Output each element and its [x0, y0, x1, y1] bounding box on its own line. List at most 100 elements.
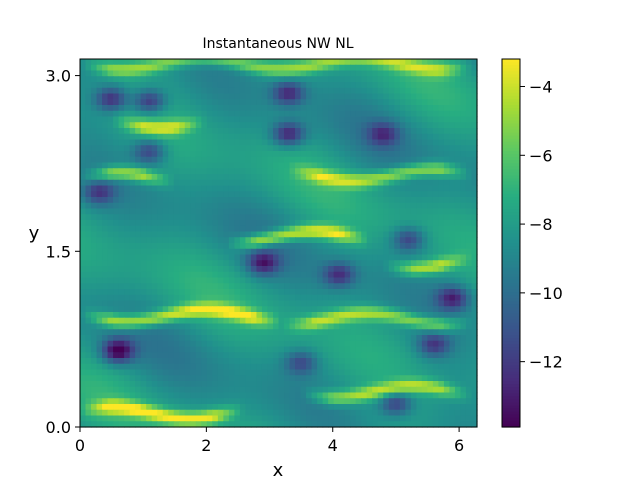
- heatmap-cell: [289, 116, 296, 123]
- plot-frame: [79, 58, 478, 428]
- heatmap-cell: [124, 243, 131, 250]
- heatmap-cell: [102, 266, 109, 273]
- heatmap-cell: [295, 369, 302, 376]
- heatmap-cell: [206, 375, 213, 382]
- heatmap-cell: [135, 369, 142, 376]
- heatmap-cell: [195, 289, 202, 296]
- heatmap-cell: [311, 191, 318, 198]
- heatmap-cell: [168, 386, 175, 394]
- heatmap-cell: [151, 277, 158, 284]
- heatmap-cell: [228, 162, 235, 169]
- heatmap-cell: [394, 105, 401, 112]
- heatmap-cell: [449, 415, 456, 422]
- heatmap-cell: [443, 398, 451, 405]
- colorbar-segment: [502, 166, 520, 170]
- heatmap-cell: [245, 248, 252, 256]
- heatmap-cell: [234, 116, 241, 123]
- heatmap-cell: [449, 99, 456, 106]
- heatmap-cell: [366, 329, 373, 336]
- heatmap-cell: [261, 363, 269, 371]
- heatmap-cell: [201, 369, 208, 376]
- heatmap-cell: [173, 202, 180, 210]
- heatmap-cell: [300, 346, 307, 353]
- heatmap-cell: [151, 329, 158, 336]
- heatmap-cell: [438, 70, 445, 77]
- heatmap-cell: [239, 409, 247, 417]
- heatmap-cell: [443, 99, 451, 106]
- heatmap-cell: [234, 139, 241, 146]
- heatmap-cell: [217, 220, 224, 227]
- heatmap-cell: [284, 404, 291, 411]
- heatmap-cell: [201, 220, 208, 227]
- heatmap-cell: [333, 409, 340, 417]
- heatmap-cell: [427, 191, 434, 198]
- heatmap-cell: [366, 128, 373, 135]
- heatmap-cell: [333, 162, 340, 169]
- heatmap-cell: [377, 398, 384, 405]
- heatmap-cell: [217, 375, 224, 382]
- heatmap-cell: [394, 174, 401, 181]
- heatmap-cell: [405, 191, 412, 198]
- heatmap-cell: [300, 214, 307, 221]
- heatmap-cell: [405, 151, 412, 158]
- heatmap-cell: [201, 386, 208, 394]
- heatmap-cell: [261, 329, 269, 336]
- heatmap-cell: [432, 363, 439, 371]
- heatmap-cell: [195, 237, 202, 244]
- heatmap-cell: [245, 93, 252, 100]
- heatmap-cell: [80, 231, 87, 238]
- heatmap-cell: [471, 168, 478, 175]
- heatmap-cell: [383, 231, 390, 238]
- heatmap-cell: [438, 122, 445, 129]
- heatmap-cell: [179, 214, 186, 221]
- heatmap-cell: [267, 220, 274, 227]
- heatmap-cell: [421, 323, 428, 330]
- heatmap-cell: [454, 225, 462, 233]
- heatmap-cell: [372, 128, 379, 135]
- heatmap-cell: [124, 358, 131, 365]
- heatmap-cell: [135, 294, 142, 302]
- heatmap-cell: [361, 266, 368, 273]
- heatmap-cell: [96, 122, 103, 129]
- heatmap-cell: [146, 214, 153, 221]
- heatmap-cell: [217, 185, 224, 192]
- heatmap-cell: [460, 381, 467, 388]
- heatmap-cell: [284, 248, 291, 256]
- heatmap-cell: [278, 105, 285, 112]
- heatmap-cell: [118, 231, 125, 238]
- heatmap-cell: [239, 197, 247, 204]
- heatmap-cell: [140, 260, 147, 267]
- heatmap-cell: [118, 122, 125, 129]
- heatmap-cell: [416, 363, 423, 371]
- heatmap-cell: [372, 392, 379, 399]
- heatmap-cell: [107, 404, 114, 411]
- heatmap-cell: [471, 82, 478, 89]
- heatmap-cell: [140, 352, 147, 359]
- heatmap-cell: [416, 133, 423, 141]
- heatmap-cell: [256, 70, 263, 77]
- heatmap-cell: [80, 185, 87, 192]
- heatmap-cell: [410, 248, 417, 256]
- heatmap-cell: [168, 145, 175, 152]
- heatmap-cell: [140, 82, 147, 89]
- heatmap-cell: [300, 76, 307, 83]
- colorbar-segment: [502, 273, 520, 278]
- heatmap-cell: [234, 214, 241, 221]
- heatmap-cell: [465, 87, 473, 95]
- heatmap-cell: [234, 202, 241, 210]
- heatmap-cell: [223, 105, 230, 112]
- heatmap-cell: [295, 375, 302, 382]
- heatmap-cell: [460, 260, 467, 267]
- heatmap-cell: [212, 363, 219, 371]
- heatmap-cell: [454, 323, 462, 330]
- heatmap-cell: [129, 283, 136, 290]
- heatmap-cell: [107, 421, 114, 428]
- heatmap-cell: [91, 179, 98, 187]
- heatmap-cell: [151, 306, 158, 313]
- heatmap-cell: [465, 289, 473, 296]
- heatmap-cell: [168, 237, 175, 244]
- heatmap-cell: [146, 398, 153, 405]
- heatmap-cell: [333, 214, 340, 221]
- heatmap-cell: [146, 352, 153, 359]
- heatmap-cell: [306, 381, 313, 388]
